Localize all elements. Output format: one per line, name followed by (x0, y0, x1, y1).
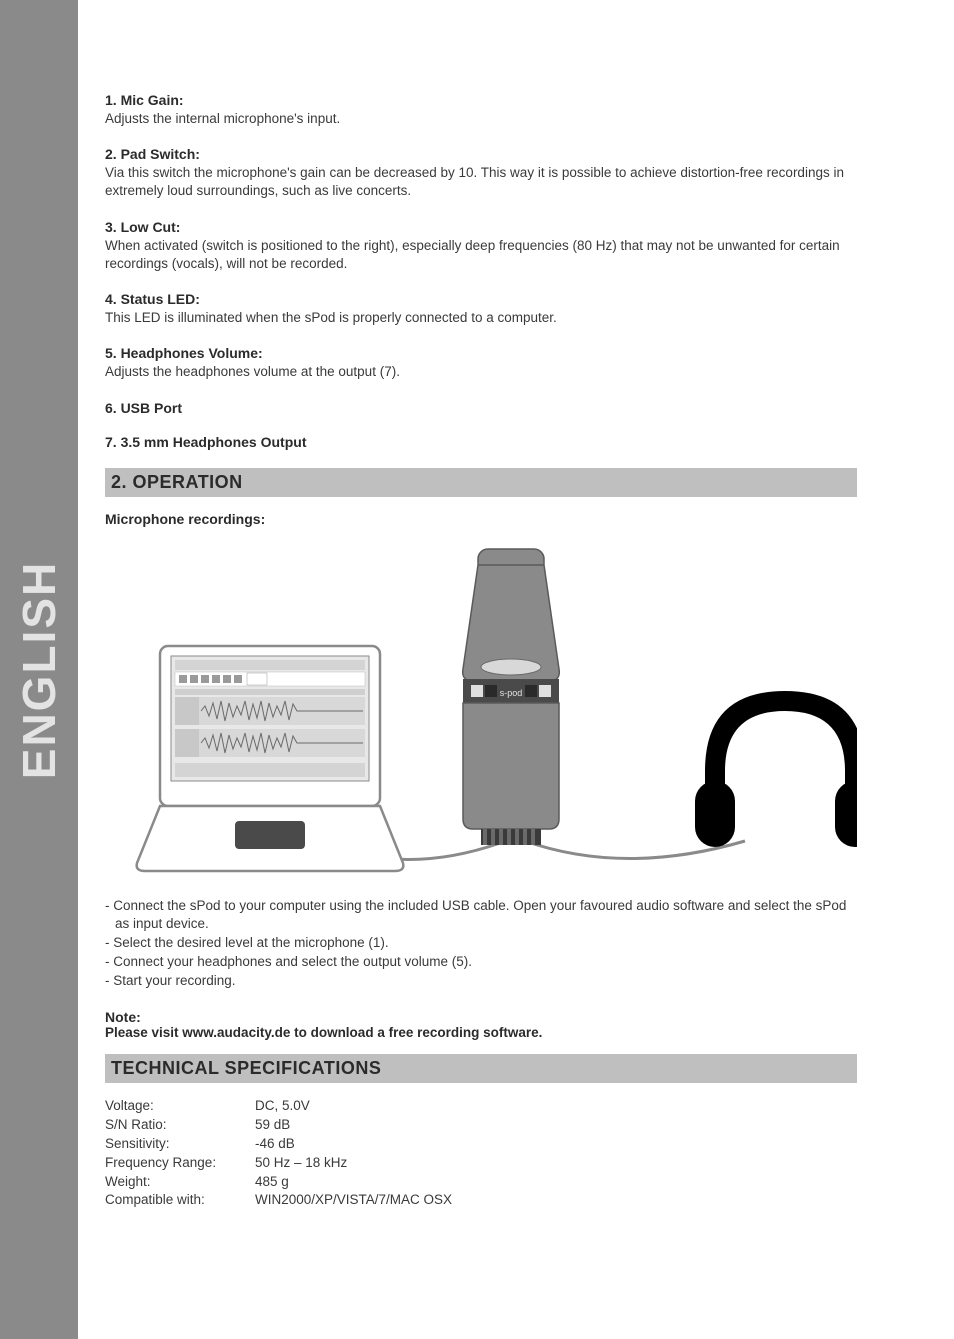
spec-row: Compatible with:WIN2000/XP/VISTA/7/MAC O… (105, 1191, 857, 1210)
control-item: 5. Headphones Volume: Adjusts the headpho… (105, 345, 857, 381)
control-desc: This LED is illuminated when the sPod is… (105, 309, 857, 327)
specs-heading: TECHNICAL SPECIFICATIONS (105, 1054, 857, 1083)
spec-value: WIN2000/XP/VISTA/7/MAC OSX (255, 1191, 857, 1210)
controls-list: 1. Mic Gain: Adjusts the internal microph… (105, 92, 857, 450)
control-item: 6. USB Port (105, 400, 857, 416)
control-item: 1. Mic Gain: Adjusts the internal microph… (105, 92, 857, 128)
spec-label: Compatible with: (105, 1191, 255, 1210)
control-desc: Via this switch the microphone's gain ca… (105, 164, 857, 200)
spec-value: -46 dB (255, 1135, 857, 1154)
control-title: 4. Status LED: (105, 291, 857, 307)
spec-label: S/N Ratio: (105, 1116, 255, 1135)
operation-subhead: Microphone recordings: (105, 511, 857, 527)
control-item: 4. Status LED: This LED is illuminated wh… (105, 291, 857, 327)
spec-value: 485 g (255, 1173, 857, 1192)
step-line: - Connect your headphones and select the… (105, 953, 857, 972)
control-desc: Adjusts the internal microphone's input. (105, 110, 857, 128)
control-item: 2. Pad Switch: Via this switch the microp… (105, 146, 857, 200)
step-line: - Start your recording. (105, 972, 857, 991)
spec-row: Frequency Range:50 Hz – 18 kHz (105, 1154, 857, 1173)
spec-label: Weight: (105, 1173, 255, 1192)
step-line: - Connect the sPod to your computer usin… (105, 897, 857, 935)
setup-illustration: s-pod (105, 541, 857, 881)
content: 1. Mic Gain: Adjusts the internal microph… (105, 92, 857, 1210)
control-title: 6. USB Port (105, 400, 857, 416)
note-block: Note: Please visit www.audacity.de to do… (105, 1009, 857, 1040)
specs-table: Voltage:DC, 5.0VS/N Ratio:59 dBSensitivi… (105, 1097, 857, 1210)
note-title: Note: (105, 1009, 857, 1025)
control-item: 3. Low Cut: When activated (switch is pos… (105, 219, 857, 273)
sidebar: ENGLISH (0, 0, 78, 1339)
svg-text:s-pod: s-pod (500, 688, 523, 698)
spec-row: Sensitivity:-46 dB (105, 1135, 857, 1154)
control-desc: When activated (switch is positioned to … (105, 237, 857, 273)
step-line: - Select the desired level at the microp… (105, 934, 857, 953)
spec-value: DC, 5.0V (255, 1097, 857, 1116)
control-title: 3. Low Cut: (105, 219, 857, 235)
control-title: 7. 3.5 mm Headphones Output (105, 434, 857, 450)
control-item: 7. 3.5 mm Headphones Output (105, 434, 857, 450)
spec-label: Frequency Range: (105, 1154, 255, 1173)
spec-value: 59 dB (255, 1116, 857, 1135)
control-title: 5. Headphones Volume: (105, 345, 857, 361)
spec-label: Voltage: (105, 1097, 255, 1116)
steps-list: - Connect the sPod to your computer usin… (105, 897, 857, 991)
spec-label: Sensitivity: (105, 1135, 255, 1154)
spec-row: S/N Ratio:59 dB (105, 1116, 857, 1135)
control-title: 2. Pad Switch: (105, 146, 857, 162)
control-desc: Adjusts the headphones volume at the out… (105, 363, 857, 381)
note-text: Please visit www.audacity.de to download… (105, 1025, 857, 1040)
sidebar-language-label: ENGLISH (12, 560, 66, 778)
page: ENGLISH 1. Mic Gain: Adjusts the internal… (0, 0, 954, 1339)
control-title: 1. Mic Gain: (105, 92, 857, 108)
spec-row: Voltage:DC, 5.0V (105, 1097, 857, 1116)
spec-row: Weight:485 g (105, 1173, 857, 1192)
operation-heading: 2. OPERATION (105, 468, 857, 497)
spec-value: 50 Hz – 18 kHz (255, 1154, 857, 1173)
